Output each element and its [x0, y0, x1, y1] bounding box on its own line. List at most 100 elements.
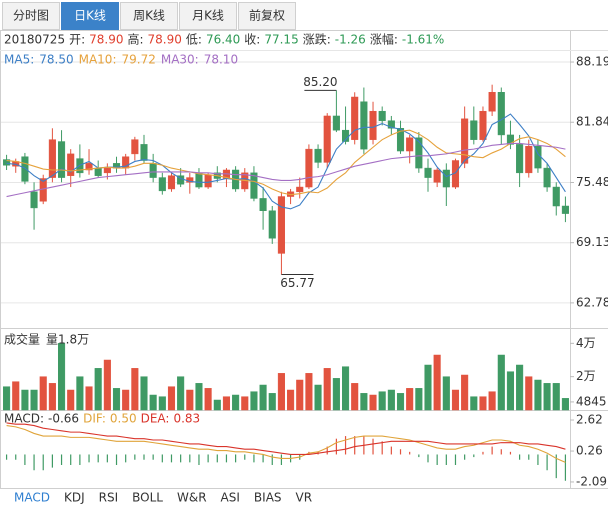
info-value: 78.90 [148, 33, 182, 47]
candle-body [58, 141, 66, 178]
tab-label[interactable]: 前复权 [249, 8, 285, 23]
volume-bar [213, 399, 221, 411]
y-tick-label: 75.48 [576, 175, 608, 189]
indicator-tab[interactable]: W&R [177, 491, 207, 505]
candle-body [479, 110, 487, 140]
candle-body [296, 186, 304, 193]
info-label: 高: [127, 32, 143, 47]
tab[interactable] [238, 2, 296, 30]
legend-value: 0.83 [173, 412, 200, 426]
candle-body [268, 210, 276, 239]
info-value: 76.40 [206, 33, 240, 47]
candle-body [433, 169, 441, 183]
legend-name: MACD: [4, 412, 44, 426]
volume-bar [296, 379, 304, 411]
info-value: -1.61% [402, 33, 444, 47]
volume-bar [506, 371, 514, 411]
volume-bar [3, 386, 11, 411]
volume-bar [186, 389, 194, 411]
candle-body [415, 137, 423, 169]
indicator-tab[interactable]: RSI [99, 491, 119, 505]
tab-label[interactable]: 周K线 [133, 9, 165, 23]
extreme-label: 85.20 [303, 75, 337, 89]
candle-body [424, 167, 432, 178]
tab-label[interactable]: 月K线 [192, 9, 224, 23]
volume-bar [195, 383, 203, 411]
candle-body [21, 156, 29, 182]
info-label: 涨跌: [303, 32, 331, 47]
macd-line [6, 424, 566, 463]
tab[interactable] [120, 2, 178, 30]
info-date: 20180725 [4, 33, 65, 47]
legend-name: MA30: [161, 53, 199, 67]
tab-label[interactable]: 分时图 [13, 9, 49, 23]
info-value: 78.90 [89, 33, 123, 47]
volume-bar [85, 386, 93, 411]
info-value: 77.15 [264, 33, 298, 47]
volume-bar [479, 396, 487, 411]
ma-line [6, 129, 566, 196]
indicator-tab[interactable]: BIAS [254, 491, 282, 505]
volume-bar [451, 389, 460, 411]
candle-body [351, 96, 359, 140]
candle-body [167, 175, 176, 190]
volume-bar [332, 378, 340, 411]
volume-bar [232, 394, 240, 411]
y-tick-label: 2.62 [576, 413, 603, 427]
macd-line [6, 422, 566, 456]
candle-body [396, 128, 405, 152]
volume-bar [76, 376, 84, 411]
volume-bar [488, 391, 496, 411]
candle-body [360, 101, 368, 150]
y-tick-label: 4845 [576, 394, 607, 408]
volume-bar [369, 394, 377, 411]
legend-name: DEA: [141, 412, 170, 426]
candle-body [314, 148, 322, 163]
panel-subtitle: 量1.8万 [46, 333, 89, 347]
tab-label[interactable]: 日K线 [74, 9, 106, 23]
volume-bar [48, 383, 56, 411]
indicator-tab[interactable]: ASI [221, 491, 240, 505]
candle-body [67, 153, 75, 176]
volume-bar [323, 368, 331, 411]
candle-body [332, 115, 340, 131]
volume-bar [268, 393, 276, 411]
candle-body [85, 163, 93, 171]
candle-body [305, 148, 313, 188]
volume-bar [58, 343, 66, 411]
candle-body [378, 110, 386, 121]
indicator-tab[interactable]: MACD [14, 491, 50, 505]
candle-body [552, 186, 560, 207]
candle-body [442, 169, 450, 188]
tab[interactable] [179, 2, 237, 30]
volume-bar [30, 389, 38, 411]
volume-bar [360, 393, 368, 411]
tab[interactable] [61, 2, 119, 30]
volume-bar [112, 388, 121, 411]
panel-title: 成交量 [4, 332, 40, 347]
volume-bar [461, 374, 469, 411]
candle-body [158, 177, 166, 192]
tab[interactable] [2, 2, 60, 30]
indicator-tab[interactable]: KDJ [64, 491, 85, 505]
candle-body [525, 146, 533, 174]
volume-bar [396, 393, 405, 411]
volume-bar [552, 383, 560, 411]
indicator-tab[interactable]: VR [296, 491, 313, 505]
volume-bar [204, 388, 212, 411]
volume-bar [543, 383, 551, 411]
info-label: 收: [244, 33, 260, 47]
candle-body [103, 167, 111, 174]
volume-bar [525, 376, 533, 411]
indicator-tab[interactable]: BOLL [132, 491, 163, 505]
volume-bar [122, 389, 130, 411]
legend-name: DIF: [83, 412, 106, 426]
volume-bar [259, 384, 267, 411]
candle-body [204, 174, 212, 188]
candle-body [30, 191, 38, 209]
volume-bar [277, 373, 285, 411]
legend-value: 0.50 [110, 412, 137, 426]
candle-body [461, 118, 469, 164]
candle-body [94, 167, 102, 176]
extreme-label: 65.77 [280, 276, 314, 290]
